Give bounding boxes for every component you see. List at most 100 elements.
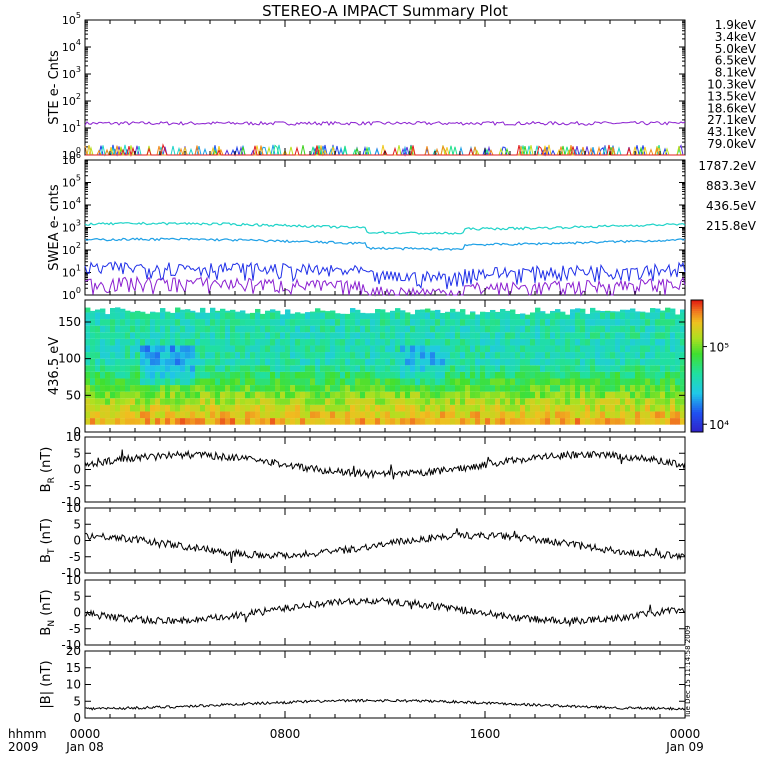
- heatmap-cell: [635, 385, 641, 392]
- heatmap-cell: [680, 385, 686, 392]
- heatmap-cell: [585, 365, 591, 372]
- heatmap-cell: [420, 338, 426, 346]
- colorbar-step: [691, 346, 703, 349]
- heatmap-cell: [525, 391, 531, 399]
- heatmap-cell: [415, 312, 421, 320]
- heatmap-cell: [575, 378, 581, 386]
- heatmap-cell: [180, 378, 186, 386]
- heatmap-cell: [365, 418, 371, 425]
- heatmap-cell: [175, 378, 181, 386]
- ste-ytick-label: 105: [62, 11, 81, 27]
- heatmap-cell: [340, 352, 346, 359]
- heatmap-cell: [640, 371, 646, 379]
- heatmap-cell: [610, 411, 616, 419]
- heatmap-cell: [670, 385, 676, 392]
- heatmap-cell: [440, 371, 446, 379]
- heatmap-cell: [155, 338, 161, 346]
- heatmap-cell: [420, 411, 426, 419]
- heatmap-cell: [450, 378, 456, 386]
- heatmap-cell: [375, 365, 381, 372]
- heatmap-cell: [250, 358, 256, 366]
- heatmap-cell: [200, 338, 206, 346]
- heatmap-cell: [190, 312, 196, 320]
- heatmap-cell: [445, 418, 451, 425]
- heatmap-cell: [165, 338, 171, 346]
- heatmap-cell: [475, 345, 481, 353]
- heatmap-cell: [350, 332, 356, 339]
- heatmap-cell: [595, 378, 601, 386]
- heatmap-cell: [130, 319, 136, 326]
- heatmap-cell: [565, 378, 571, 386]
- heatmap-cell: [580, 319, 586, 326]
- heatmap-cell: [125, 358, 131, 366]
- colorbar-step: [691, 407, 703, 411]
- heatmap-cell: [490, 371, 496, 379]
- heatmap-cell: [645, 391, 651, 399]
- heatmap-cell: [635, 358, 641, 366]
- ste-ytick-label: 104: [62, 38, 81, 54]
- heatmap-cell: [470, 345, 476, 353]
- heatmap-cell: [310, 312, 316, 320]
- ste-legend-10.3keV: 10.3keV: [707, 78, 757, 92]
- heatmap-cell: [640, 411, 646, 419]
- heatmap-cell: [450, 352, 456, 359]
- heatmap-cell: [680, 358, 686, 366]
- heatmap-cell: [550, 338, 556, 346]
- heatmap-cell: [600, 352, 606, 359]
- heatmap-cell: [375, 338, 381, 346]
- heatmap-cell: [595, 338, 601, 346]
- heatmap-cell: [150, 365, 156, 372]
- heatmap-cell: [505, 310, 511, 313]
- heatmap-cell: [485, 319, 491, 326]
- heatmap-cell: [220, 418, 226, 425]
- heatmap-cell: [145, 319, 151, 326]
- heatmap-cell: [370, 358, 376, 366]
- heatmap-cell: [90, 310, 96, 313]
- heatmap-cell: [220, 312, 226, 320]
- heatmap-cell: [600, 325, 606, 333]
- heatmap-cell: [325, 325, 331, 333]
- heatmap-cell: [295, 325, 301, 333]
- heatmap-cell: [205, 325, 211, 333]
- heatmap-cell: [255, 391, 261, 399]
- heatmap-cell: [420, 358, 426, 366]
- heatmap-cell: [365, 398, 371, 405]
- heatmap-cell: [85, 345, 91, 353]
- swea-series-436.5eV: [84, 237, 686, 251]
- bmag-ytick-label: 15: [66, 661, 81, 675]
- heatmap-cell: [655, 411, 661, 419]
- colorbar-step: [691, 399, 703, 402]
- heatmap-cell: [565, 345, 571, 353]
- heatmap-cell: [670, 358, 676, 366]
- heatmap-cell: [465, 314, 471, 320]
- heatmap-cell: [490, 418, 496, 425]
- heatmap-cell: [270, 345, 276, 353]
- heatmap-cell: [110, 338, 116, 346]
- heatmap-cell: [190, 325, 196, 333]
- heatmap-cell: [680, 309, 686, 313]
- heatmap-cell: [380, 411, 386, 419]
- heatmap-cell: [165, 378, 171, 386]
- heatmap-cell: [495, 378, 501, 386]
- heatmap-cell: [610, 404, 616, 412]
- heatmap-cell: [665, 404, 671, 412]
- heatmap-cell: [140, 345, 146, 353]
- heatmap-cell: [595, 365, 601, 372]
- heatmap-cell: [185, 332, 191, 339]
- heatmap-cell: [260, 378, 266, 386]
- heatmap-cell: [195, 365, 201, 372]
- heatmap-cell: [305, 411, 311, 419]
- heatmap-cell: [235, 411, 241, 419]
- heatmap-cell: [595, 319, 601, 326]
- heatmap-cell: [140, 338, 146, 346]
- heatmap-cell: [110, 378, 116, 386]
- heatmap-cell: [200, 371, 206, 379]
- heatmap-cell: [415, 371, 421, 379]
- heatmap-cell: [265, 365, 271, 372]
- heatmap-cell: [295, 338, 301, 346]
- heatmap-cell: [605, 332, 611, 339]
- heatmap-cell: [395, 378, 401, 386]
- heatmap-cell: [115, 404, 121, 412]
- heatmap-cell: [305, 358, 311, 366]
- heatmap-cell: [545, 404, 551, 412]
